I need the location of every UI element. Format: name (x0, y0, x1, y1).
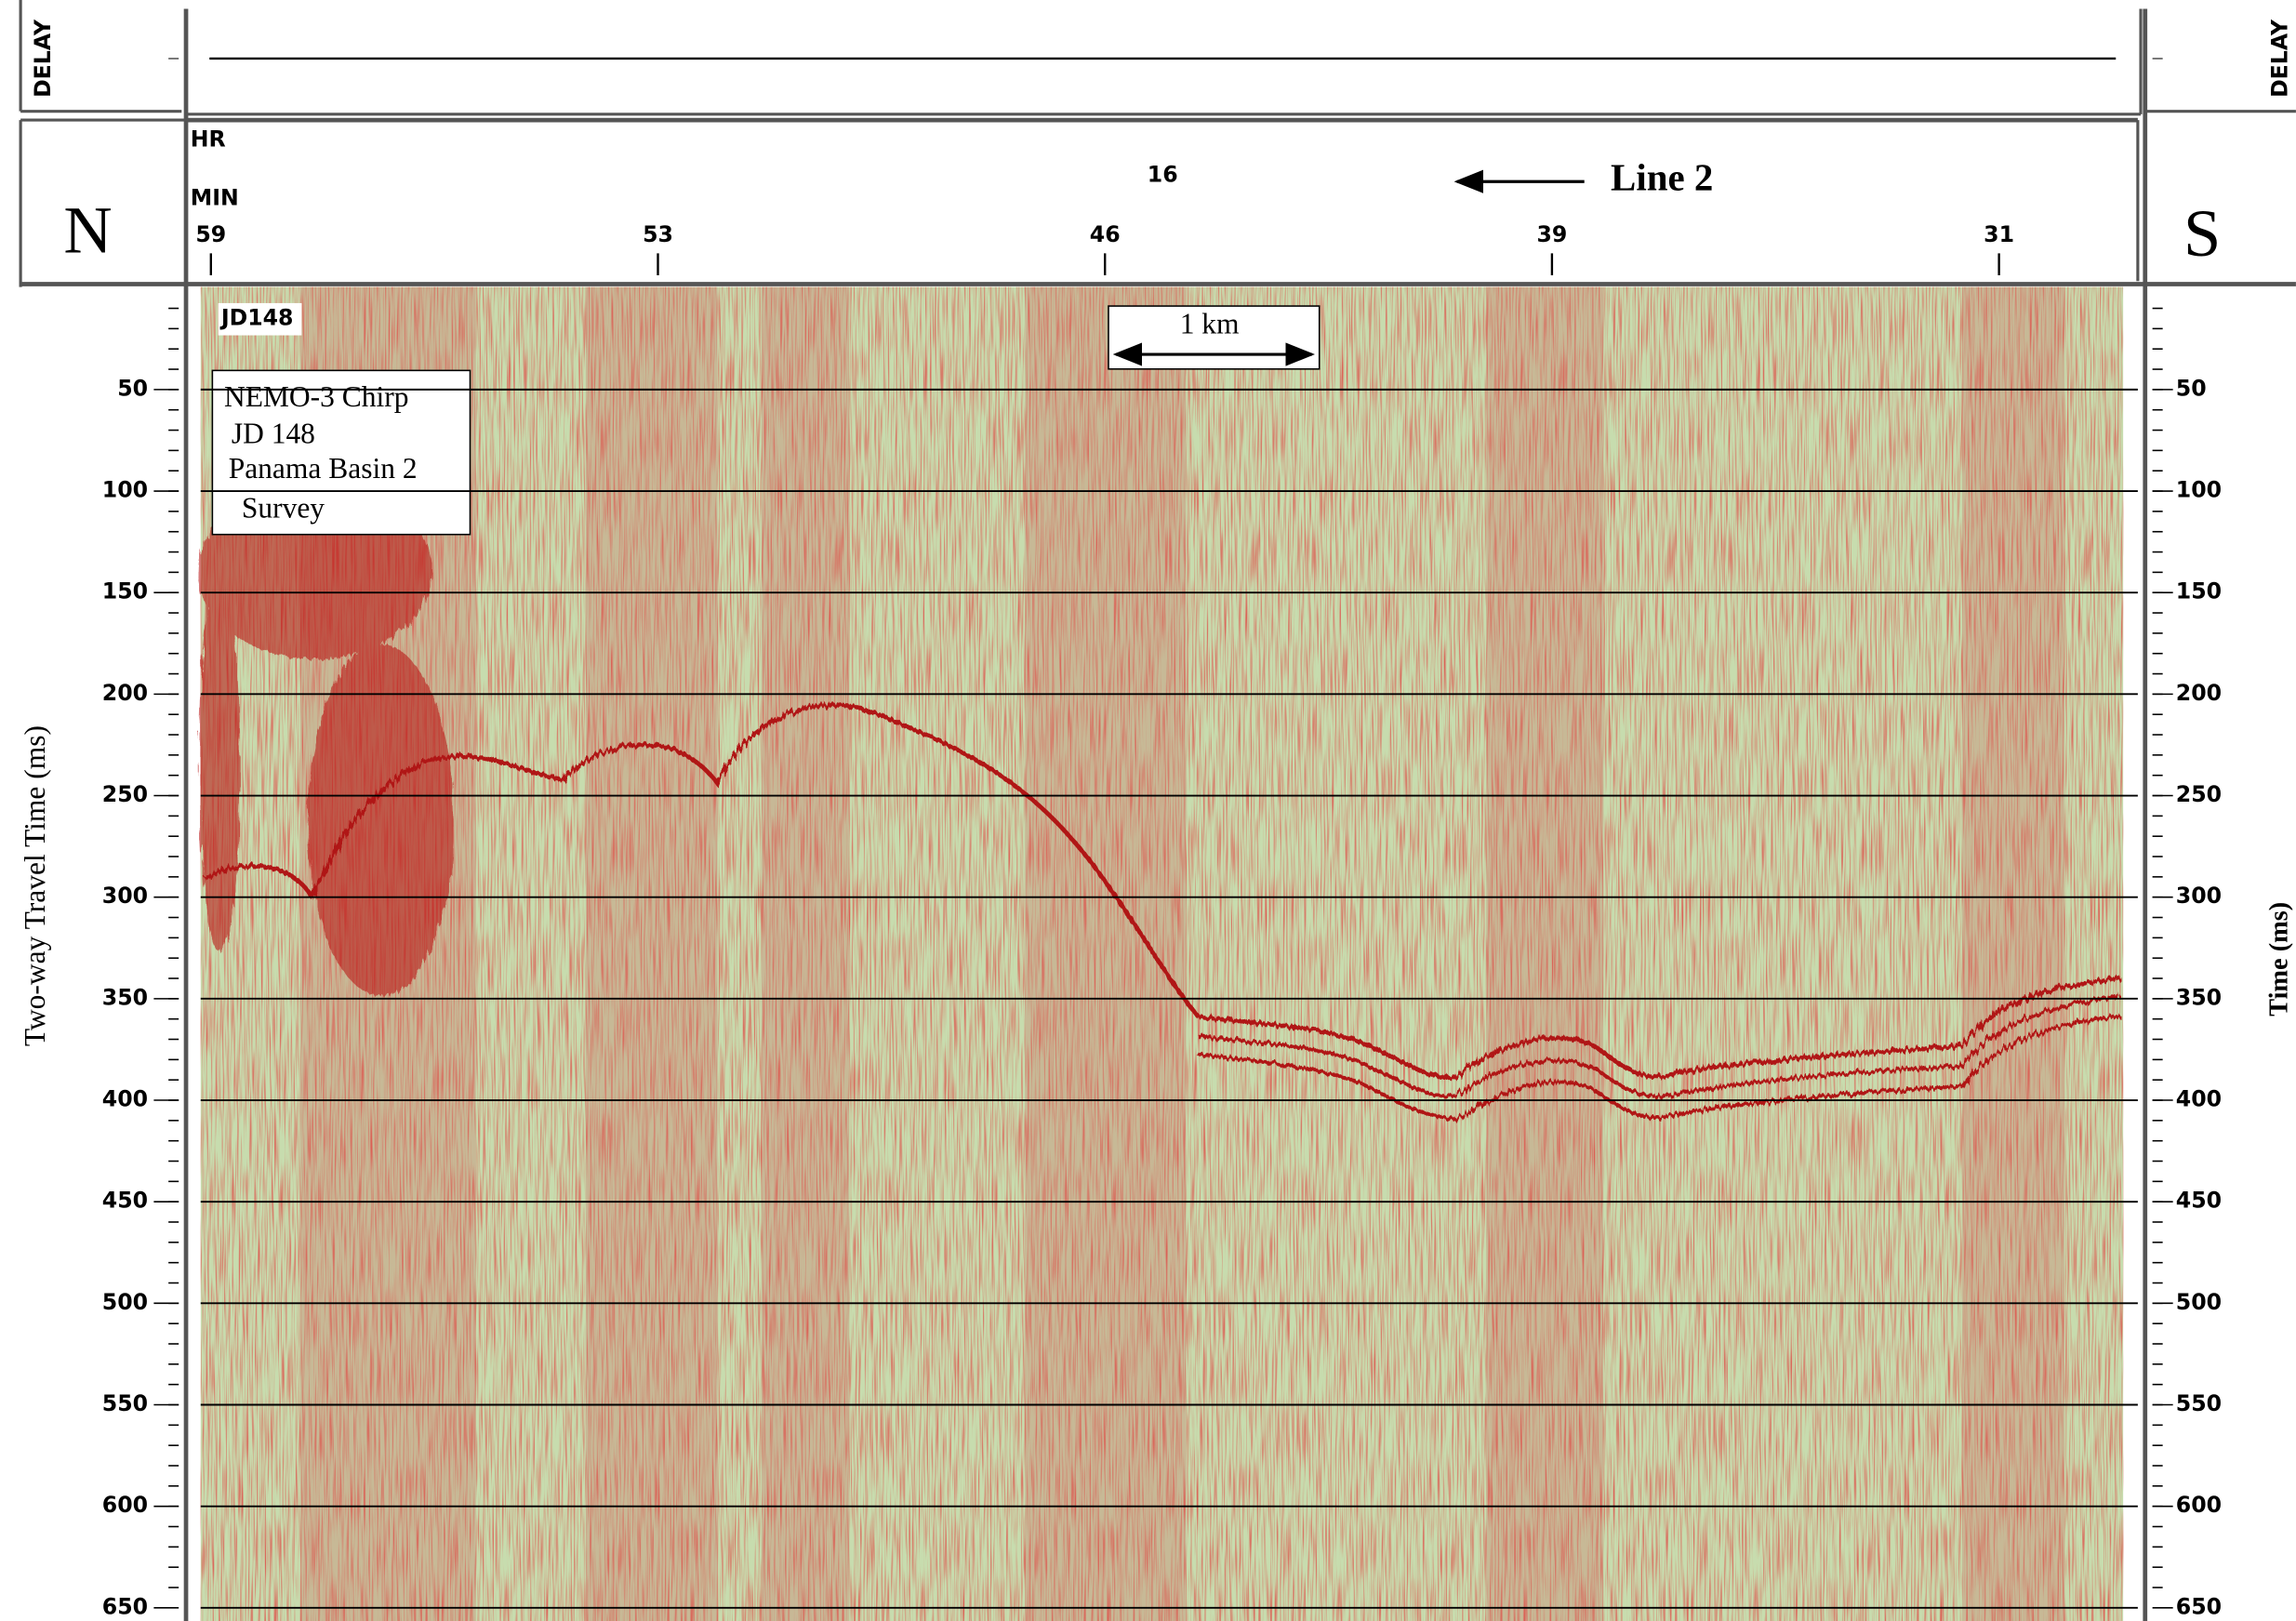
info-line: Panama Basin 2 (229, 452, 418, 485)
y2-tick-label: 300 (2176, 883, 2222, 909)
y-tick-label: 200 (102, 680, 148, 706)
y2-tick-label: 100 (2176, 477, 2222, 503)
y-tick-label: 450 (102, 1188, 148, 1214)
info-line: Survey (242, 492, 325, 525)
scale-bar-label: 1 km (1180, 307, 1240, 339)
y2-tick-label: 500 (2176, 1289, 2222, 1315)
y2-tick-label: 600 (2176, 1492, 2222, 1518)
y-tick-label: 500 (102, 1289, 148, 1315)
y2-tick-label: 200 (2176, 680, 2222, 706)
delay-label: DELAY (30, 19, 56, 98)
y-tick-label: 600 (102, 1492, 148, 1518)
delay-label-right: DELAY (2267, 19, 2293, 98)
y-tick-label: 400 (102, 1086, 148, 1112)
y-tick-label: 550 (102, 1390, 148, 1416)
y-tick-label: 250 (102, 781, 148, 807)
y2-tick-label: 150 (2176, 578, 2222, 605)
y-tick-label: 150 (102, 578, 148, 605)
profile-image (197, 286, 2124, 1621)
info-line: NEMO-3 Chirp (224, 380, 409, 413)
y2-tick-label: 50 (2176, 375, 2207, 401)
y2-tick-label: 550 (2176, 1390, 2222, 1416)
hour-value: 16 (1148, 161, 1178, 187)
y-tick-label: 50 (117, 375, 148, 401)
y2-tick-label: 250 (2176, 781, 2222, 807)
x-tick-label: 39 (1536, 221, 1567, 247)
info-line: JD 148 (232, 417, 315, 449)
y2-tick-label: 650 (2176, 1593, 2222, 1619)
x-tick-label: 59 (195, 221, 226, 247)
y2-axis-label: Time (ms) (2265, 902, 2294, 1016)
right-end: S (2183, 195, 2221, 271)
x-tick-label: 46 (1090, 221, 1121, 247)
header (19, 0, 2296, 1621)
y-tick-label: 100 (102, 477, 148, 503)
x-tick-label: 31 (1984, 221, 2014, 247)
x-tick-label: 53 (643, 221, 673, 247)
y-tick-label: 300 (102, 883, 148, 909)
y-tick-label: 350 (102, 984, 148, 1010)
record-label-box (218, 302, 302, 336)
y2-tick-label: 450 (2176, 1188, 2222, 1214)
record-label: JD148 (219, 305, 294, 331)
direction-label: Line 2 (1611, 157, 1713, 199)
y-axis-label: Two-way Travel Time (ms) (19, 725, 51, 1046)
y2-tick-label: 400 (2176, 1086, 2222, 1112)
info-box (211, 369, 471, 536)
minute-label: MIN (191, 185, 239, 211)
left-end: N (63, 193, 112, 268)
hour-label: HR (191, 126, 226, 153)
y2-tick-label: 350 (2176, 984, 2222, 1010)
y-tick-label: 650 (102, 1593, 148, 1619)
